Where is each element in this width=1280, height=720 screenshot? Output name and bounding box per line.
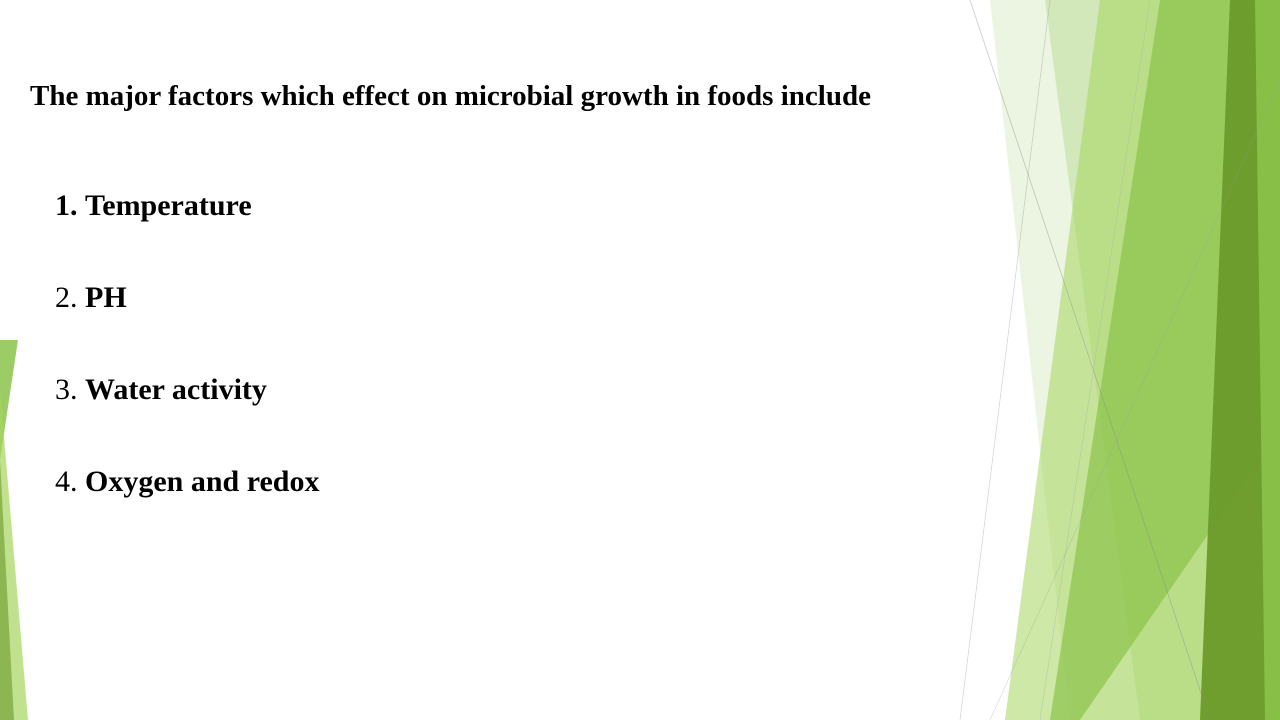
item-number: 3. bbox=[55, 373, 78, 406]
factors-list: 1. Temperature 2. PH 3. Water activity 4… bbox=[30, 188, 1250, 500]
slide-title: The major factors which effect on microb… bbox=[30, 78, 1250, 116]
item-label: Oxygen and redox bbox=[85, 465, 319, 498]
item-label: Temperature bbox=[85, 189, 252, 222]
list-item: 3. Water activity bbox=[55, 372, 1250, 408]
list-item: 2. PH bbox=[55, 280, 1250, 316]
item-number: 1. bbox=[55, 189, 78, 222]
item-label: PH bbox=[85, 281, 127, 314]
item-number: 4. bbox=[55, 465, 78, 498]
list-item: 1. Temperature bbox=[55, 188, 1250, 224]
item-number: 2. bbox=[55, 281, 78, 314]
slide-container: The major factors which effect on microb… bbox=[0, 0, 1280, 720]
list-item: 4. Oxygen and redox bbox=[55, 464, 1250, 500]
slide-content: The major factors which effect on microb… bbox=[0, 0, 1280, 500]
item-label: Water activity bbox=[85, 373, 267, 406]
